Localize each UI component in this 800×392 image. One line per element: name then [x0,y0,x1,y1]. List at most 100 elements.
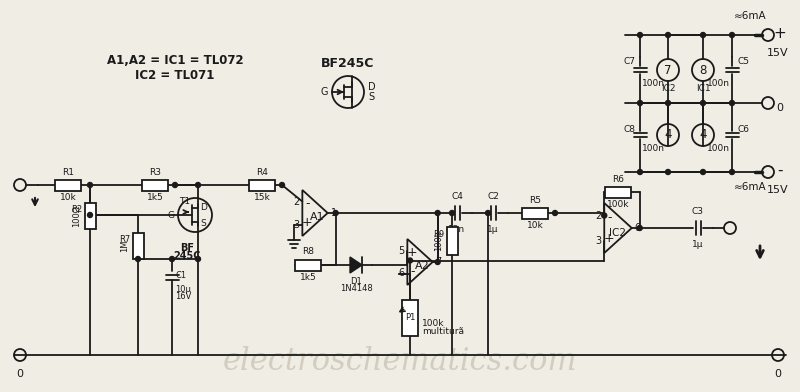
Text: +: + [407,246,418,259]
Text: 3: 3 [294,220,299,229]
Text: ≈6mA: ≈6mA [734,182,766,192]
Text: 7: 7 [664,64,672,76]
Circle shape [666,169,670,174]
Text: 1M: 1M [121,240,130,252]
Text: +: + [302,216,313,229]
Text: R9: R9 [433,229,444,238]
Circle shape [333,211,338,216]
Text: 1k5: 1k5 [300,273,316,282]
Text: IC2: IC2 [661,84,675,93]
Circle shape [730,33,734,38]
FancyBboxPatch shape [85,203,95,229]
FancyBboxPatch shape [55,180,81,191]
Text: 15V: 15V [767,48,789,58]
Text: 2: 2 [293,196,299,207]
Circle shape [407,258,413,263]
FancyBboxPatch shape [295,260,321,270]
Text: 100k: 100k [434,230,443,251]
Circle shape [638,33,642,38]
Circle shape [602,213,606,218]
Text: C5: C5 [737,56,749,65]
Text: C7: C7 [623,56,635,65]
Text: R2: R2 [71,205,82,214]
Circle shape [638,225,642,230]
Text: R8: R8 [302,247,314,256]
Circle shape [730,100,734,105]
Text: 8: 8 [699,64,706,76]
Text: 100Ω: 100Ω [73,205,82,227]
Text: BF245C: BF245C [322,56,374,69]
Text: IC1: IC1 [696,84,710,93]
Text: electroschematics.com: electroschematics.com [223,347,577,377]
Text: 1µ: 1µ [487,225,498,234]
Text: 6: 6 [398,269,404,278]
Polygon shape [350,257,362,273]
Text: R5: R5 [529,196,541,205]
Text: A2: A2 [414,261,430,271]
Circle shape [666,33,670,38]
Text: 100k: 100k [422,318,445,327]
Text: R3: R3 [149,167,161,176]
Text: R1: R1 [62,167,74,176]
Text: -: - [607,211,611,224]
Text: R7: R7 [118,234,130,243]
Text: D: D [368,82,376,92]
Circle shape [135,256,141,261]
Text: -: - [410,265,414,278]
Circle shape [553,211,558,216]
Text: C3: C3 [692,207,704,216]
Text: G: G [168,211,175,220]
Text: 245C: 245C [174,251,201,261]
FancyBboxPatch shape [142,180,168,191]
Text: multiturã: multiturã [422,327,464,336]
FancyBboxPatch shape [249,180,275,191]
Text: 4: 4 [664,129,672,142]
Text: 1: 1 [330,208,337,218]
Circle shape [666,100,670,105]
Circle shape [701,169,706,174]
Circle shape [87,183,93,187]
Circle shape [173,183,178,187]
Circle shape [486,211,490,216]
Text: C1: C1 [175,272,186,281]
Circle shape [170,256,174,261]
Text: A1: A1 [310,212,324,222]
Text: C2: C2 [487,192,499,201]
Text: P1: P1 [405,314,415,323]
Text: 100k: 100k [606,200,630,209]
Text: 1N4148: 1N4148 [340,284,372,293]
Circle shape [279,183,285,187]
Circle shape [730,169,734,174]
Text: D: D [200,203,207,212]
Text: +: + [604,232,614,245]
Circle shape [87,212,93,218]
Text: 0: 0 [17,369,23,379]
FancyBboxPatch shape [522,207,548,218]
Text: D1: D1 [350,277,362,286]
Text: 15k: 15k [254,193,270,202]
Text: 2: 2 [595,211,602,221]
Text: 100n: 100n [642,79,665,88]
FancyBboxPatch shape [402,300,418,336]
Text: R6: R6 [612,174,624,183]
Circle shape [638,100,642,105]
Circle shape [195,256,201,261]
Circle shape [638,169,642,174]
Text: C6: C6 [737,125,749,134]
Text: -: - [305,197,310,210]
Text: 12n: 12n [449,225,466,234]
Circle shape [701,33,706,38]
Text: 1k5: 1k5 [146,193,163,202]
Text: 10k: 10k [526,221,543,230]
Text: T1: T1 [179,196,190,205]
Text: -: - [778,163,782,178]
Circle shape [195,183,201,187]
FancyBboxPatch shape [446,227,458,255]
Text: 10k: 10k [60,193,76,202]
Text: 100n: 100n [707,79,730,88]
Text: S: S [200,218,206,227]
Text: BF: BF [180,243,194,253]
Text: 4: 4 [699,129,706,142]
Text: 100n: 100n [707,144,730,153]
Text: 1µ: 1µ [692,240,704,249]
